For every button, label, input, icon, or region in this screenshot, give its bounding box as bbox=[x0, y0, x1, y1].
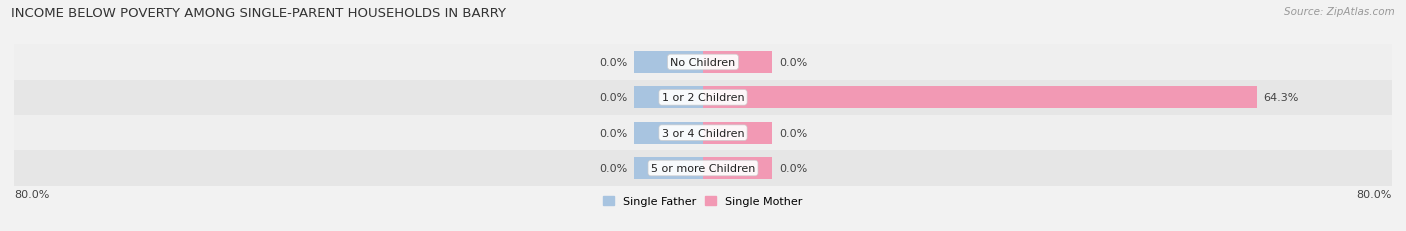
Bar bbox=[634, 157, 703, 179]
Text: 0.0%: 0.0% bbox=[779, 58, 807, 68]
Text: 80.0%: 80.0% bbox=[14, 189, 49, 199]
Text: INCOME BELOW POVERTY AMONG SINGLE-PARENT HOUSEHOLDS IN BARRY: INCOME BELOW POVERTY AMONG SINGLE-PARENT… bbox=[11, 7, 506, 20]
Bar bbox=[634, 87, 703, 109]
Text: 0.0%: 0.0% bbox=[599, 163, 627, 173]
Text: Source: ZipAtlas.com: Source: ZipAtlas.com bbox=[1284, 7, 1395, 17]
Bar bbox=[14, 116, 1392, 151]
Bar bbox=[14, 151, 1392, 186]
Text: No Children: No Children bbox=[671, 58, 735, 68]
Text: 0.0%: 0.0% bbox=[779, 128, 807, 138]
Text: 5 or more Children: 5 or more Children bbox=[651, 163, 755, 173]
Text: 0.0%: 0.0% bbox=[599, 93, 627, 103]
Bar bbox=[703, 157, 772, 179]
Bar bbox=[703, 52, 772, 74]
Text: 1 or 2 Children: 1 or 2 Children bbox=[662, 93, 744, 103]
Legend: Single Father, Single Mother: Single Father, Single Mother bbox=[599, 191, 807, 210]
Bar bbox=[703, 122, 772, 144]
Text: 64.3%: 64.3% bbox=[1264, 93, 1299, 103]
Bar bbox=[14, 45, 1392, 80]
Bar bbox=[634, 122, 703, 144]
Text: 80.0%: 80.0% bbox=[1357, 189, 1392, 199]
Text: 0.0%: 0.0% bbox=[599, 58, 627, 68]
Bar bbox=[14, 80, 1392, 116]
Text: 0.0%: 0.0% bbox=[599, 128, 627, 138]
Text: 0.0%: 0.0% bbox=[779, 163, 807, 173]
Bar bbox=[634, 52, 703, 74]
Bar bbox=[703, 87, 1257, 109]
Text: 3 or 4 Children: 3 or 4 Children bbox=[662, 128, 744, 138]
